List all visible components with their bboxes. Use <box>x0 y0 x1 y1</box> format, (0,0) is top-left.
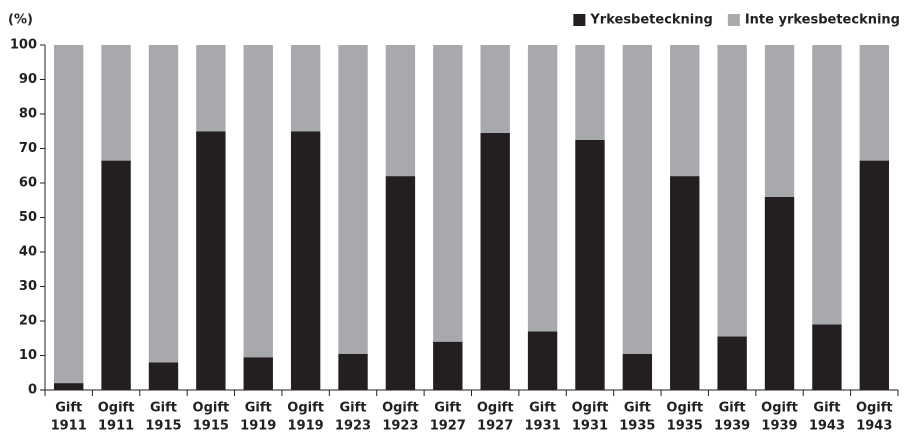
x-tick-label: 1935 <box>619 419 655 434</box>
x-tick-label: Gift <box>624 401 651 416</box>
bar-segment <box>622 353 653 390</box>
bar-segment <box>575 45 605 140</box>
x-tick-label: 1943 <box>809 419 845 434</box>
x-tick-label: Ogift <box>666 401 703 416</box>
x-tick-label: 1923 <box>335 419 371 434</box>
x-tick-label: Ogift <box>287 401 324 416</box>
x-tick-label: Ogift <box>761 401 798 416</box>
x-tick-label: 1935 <box>667 419 703 434</box>
bar-segment <box>812 45 842 325</box>
x-tick-label: Gift <box>719 401 746 416</box>
y-tick-label: 100 <box>10 38 37 53</box>
x-tick-label: 1919 <box>288 419 324 434</box>
bar-segment <box>480 132 510 390</box>
y-tick-label: 80 <box>19 107 37 122</box>
x-tick-label: 1943 <box>856 419 892 434</box>
x-tick-label: 1911 <box>98 419 134 434</box>
x-tick-label: Ogift <box>98 401 135 416</box>
bar-segment <box>527 331 558 390</box>
legend-label: Yrkesbeteckning <box>589 13 712 28</box>
bar-segment <box>101 45 131 161</box>
x-tick-label: 1911 <box>51 419 87 434</box>
bar-segment <box>717 336 747 390</box>
legend-swatch <box>727 14 740 26</box>
bar-segment <box>148 362 179 390</box>
bar-segment <box>764 196 795 390</box>
x-tick-label: 1915 <box>145 419 181 434</box>
x-tick-label: Gift <box>55 401 82 416</box>
y-tick-label: 90 <box>19 72 37 87</box>
x-tick-label: 1915 <box>193 419 229 434</box>
x-tick-label: Gift <box>434 401 461 416</box>
bar-segment <box>338 353 368 390</box>
bar-segment <box>575 139 605 390</box>
y-tick-label: 40 <box>19 245 37 260</box>
y-tick-label: 10 <box>19 348 37 363</box>
bar-segment <box>290 45 321 132</box>
bar-segment <box>196 45 226 132</box>
x-tick-label: 1919 <box>240 419 276 434</box>
y-tick-label: 70 <box>19 141 37 156</box>
bar-segment <box>764 45 795 197</box>
legend-label: Inte yrkesbeteckning <box>745 13 900 28</box>
bar-segment <box>385 176 416 390</box>
bar-segment <box>859 45 889 161</box>
bar-segment <box>243 45 273 358</box>
bar-segment <box>338 45 368 354</box>
x-tick-label: Ogift <box>382 401 419 416</box>
bar-segment <box>717 45 747 337</box>
x-tick-label: Gift <box>245 401 272 416</box>
bar-segment <box>243 357 273 390</box>
bar-segment <box>433 341 463 390</box>
y-tick-label: 20 <box>19 314 37 329</box>
bar-segment <box>859 160 889 390</box>
y-axis-label: (%) <box>8 13 33 28</box>
bar-segment <box>385 45 416 177</box>
x-tick-label: 1931 <box>572 419 608 434</box>
bar-segment <box>670 45 700 177</box>
y-tick-label: 0 <box>28 383 37 398</box>
bar-segment <box>527 45 558 332</box>
bar-segment <box>290 131 321 390</box>
legend-swatch <box>573 14 586 26</box>
bar-segment <box>148 45 179 363</box>
x-tick-label: Ogift <box>477 401 514 416</box>
bar-segment <box>812 324 842 390</box>
x-tick-label: 1939 <box>714 419 750 434</box>
x-tick-label: Ogift <box>572 401 609 416</box>
bar-segment <box>622 45 653 354</box>
bar-segment <box>54 45 84 384</box>
bar-segment <box>101 160 131 390</box>
x-tick-label: Gift <box>813 401 840 416</box>
x-tick-label: Ogift <box>856 401 893 416</box>
x-tick-label: Ogift <box>193 401 230 416</box>
bar-segment <box>670 176 700 390</box>
x-tick-label: 1927 <box>430 419 466 434</box>
y-tick-label: 60 <box>19 176 37 191</box>
y-tick-label: 30 <box>19 279 37 294</box>
x-tick-label: Gift <box>529 401 556 416</box>
x-tick-label: 1931 <box>524 419 560 434</box>
bar-segment <box>54 383 84 390</box>
x-tick-label: 1939 <box>761 419 797 434</box>
x-tick-label: 1927 <box>477 419 513 434</box>
y-tick-label: 50 <box>19 210 37 225</box>
x-tick-label: Gift <box>150 401 177 416</box>
x-tick-label: Gift <box>340 401 367 416</box>
bar-segment <box>480 45 510 133</box>
bar-segment <box>196 131 226 390</box>
x-tick-label: 1923 <box>382 419 418 434</box>
bar-segment <box>433 45 463 342</box>
